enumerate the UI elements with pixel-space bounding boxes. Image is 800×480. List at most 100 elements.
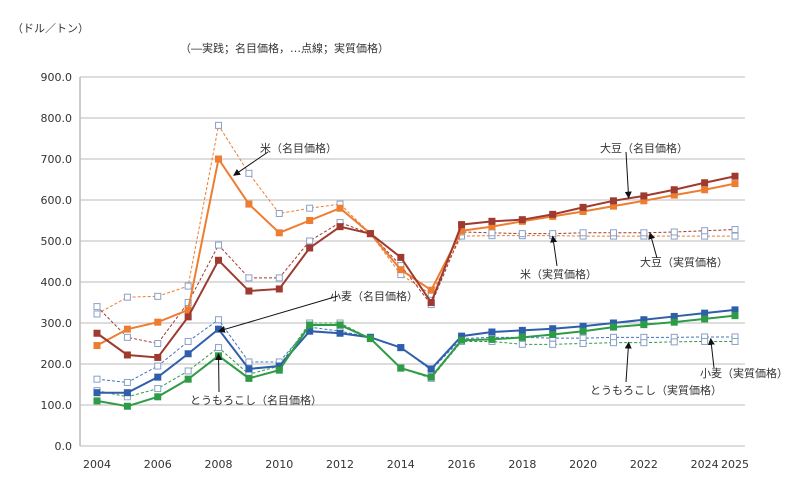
- data-point: [215, 344, 223, 352]
- data-point: [518, 340, 526, 348]
- x-tick-label: 2014: [387, 458, 415, 471]
- data-point: [154, 340, 162, 347]
- data-point: [579, 327, 587, 335]
- data-point: [154, 292, 162, 300]
- data-point: [609, 323, 617, 331]
- data-point: [731, 306, 739, 314]
- x-tick-label: 2018: [508, 458, 536, 471]
- data-point: [458, 221, 466, 229]
- data-point: [579, 203, 587, 211]
- data-point: [215, 121, 223, 129]
- data-point: [640, 339, 648, 347]
- data-point: [549, 340, 557, 348]
- annotation-label: 小麦（実質価格）: [700, 366, 788, 380]
- data-point: [245, 274, 253, 282]
- data-point: [123, 389, 131, 397]
- data-point: [245, 287, 253, 295]
- annotation-arrow: [217, 295, 339, 333]
- data-point: [366, 230, 374, 238]
- series-line-7: [96, 314, 736, 408]
- data-point: [701, 337, 709, 345]
- x-tick-label: 2020: [569, 458, 597, 471]
- data-point: [609, 197, 617, 205]
- data-point: [245, 358, 253, 366]
- data-point: [336, 329, 344, 337]
- data-point: [427, 299, 435, 306]
- annotation-arrow: [624, 151, 632, 199]
- data-point: [731, 226, 739, 234]
- data-point: [123, 325, 131, 333]
- annotation-arrow: [624, 341, 632, 383]
- data-point: [123, 402, 131, 410]
- series-line-4: [96, 156, 736, 347]
- data-point: [549, 230, 557, 238]
- series-line-1: [96, 221, 736, 345]
- data-point: [701, 315, 709, 323]
- data-point: [549, 210, 557, 218]
- series-line-3: [96, 322, 735, 398]
- data-point: [397, 253, 405, 261]
- data-point: [427, 365, 435, 373]
- data-point: [731, 172, 739, 180]
- data-point: [306, 244, 314, 252]
- y-tick-label: 100.0: [41, 399, 73, 412]
- x-tick-label: 2016: [448, 458, 476, 471]
- data-point: [579, 340, 587, 347]
- data-point: [154, 362, 162, 370]
- data-point: [215, 316, 223, 324]
- y-tick-label: 900.0: [41, 71, 73, 84]
- data-point: [397, 344, 405, 352]
- data-point: [215, 241, 223, 249]
- data-point: [731, 312, 739, 320]
- data-point: [488, 229, 496, 237]
- data-point: [701, 179, 709, 187]
- data-point: [215, 256, 223, 264]
- data-point: [93, 303, 101, 311]
- data-point: [215, 155, 223, 163]
- x-tick-label: 2010: [265, 458, 293, 471]
- data-point: [275, 274, 283, 282]
- data-point: [397, 364, 405, 372]
- data-point: [123, 351, 131, 359]
- data-point: [518, 333, 526, 341]
- annotation-label: 小麦（名目価格）: [330, 289, 418, 303]
- data-point: [184, 337, 192, 345]
- y-tick-label: 700.0: [41, 153, 73, 166]
- y-tick-label: 800.0: [41, 112, 73, 125]
- data-point: [670, 312, 678, 320]
- data-point: [154, 385, 162, 393]
- data-point: [701, 186, 709, 194]
- data-point: [609, 339, 617, 347]
- data-point: [701, 227, 709, 235]
- y-tick-label: 300.0: [41, 317, 73, 330]
- data-point: [123, 378, 131, 386]
- data-point: [670, 338, 678, 346]
- annotation-label: 米（実質価格）: [520, 267, 597, 281]
- annotation-arrow: [707, 337, 715, 369]
- data-point: [184, 367, 192, 375]
- data-point: [184, 282, 192, 290]
- data-point: [275, 229, 283, 237]
- annotation-label: とうもろこし（実質価格）: [590, 383, 722, 397]
- y-tick-label: 0.0: [55, 440, 73, 453]
- data-point: [245, 200, 253, 208]
- data-point: [306, 237, 314, 245]
- data-point: [640, 192, 648, 200]
- series-line-0: [96, 124, 735, 315]
- data-point: [154, 373, 162, 381]
- data-point: [488, 328, 496, 336]
- y-tick-label: 400.0: [41, 276, 73, 289]
- data-point: [123, 333, 131, 341]
- data-point: [184, 375, 192, 383]
- annotation-arrow: [648, 232, 658, 259]
- annotation-label: とうもろこし（名目価格）: [190, 393, 322, 407]
- data-point: [245, 169, 253, 177]
- data-point: [701, 309, 709, 317]
- annotation-label: 米（名目価格）: [260, 141, 337, 155]
- series-line-6: [97, 308, 736, 394]
- data-point: [488, 335, 496, 343]
- y-tick-label: 200.0: [41, 358, 73, 371]
- data-point: [336, 223, 344, 231]
- x-tick-label: 2022: [630, 458, 658, 471]
